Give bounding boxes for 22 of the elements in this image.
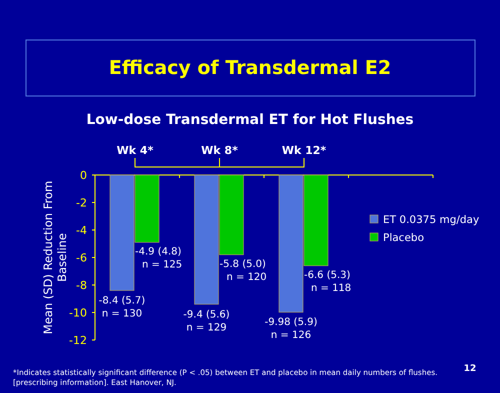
y-tick-label: 0 <box>80 169 87 182</box>
data-label: -8.4 (5.7) n = 130 <box>98 296 146 320</box>
y-tick-label: -8 <box>76 279 87 292</box>
data-label: -9.4 (5.6) n = 129 <box>183 309 230 334</box>
x-tick-label: Wk 4* <box>116 144 154 157</box>
x-tick-label: Wk 8* <box>201 144 238 157</box>
data-label: -6.6 (5.3) n = 118 <box>304 270 352 294</box>
text: 12 <box>464 364 476 374</box>
y-tick-label: -6 <box>76 252 87 264</box>
y-axis-title: Mean (SD) Reduction From Baseline <box>41 180 69 334</box>
y-tick-label: -4 <box>76 224 87 237</box>
x-tick-label: Wk 12* <box>282 144 326 157</box>
y-tick-label: -10 <box>69 306 87 320</box>
chart-title: Efficacy of Transdermal E2 <box>108 57 392 79</box>
legend-label: ET 0.0375 mg/day <box>383 214 480 226</box>
y-tick-label: -2 <box>76 196 87 210</box>
data-label: -5.8 (5.0) n = 120 <box>220 258 267 283</box>
data-label: -9.98 (5.9) n = 126 <box>264 317 318 342</box>
legend-label: Placebo <box>383 232 424 244</box>
y-tick-label: -12 <box>69 334 87 347</box>
chart-subtitle: Low-dose Transdermal ET for Hot Flushes <box>86 112 414 128</box>
data-label: -4.9 (4.8) n = 125 <box>135 246 182 270</box>
